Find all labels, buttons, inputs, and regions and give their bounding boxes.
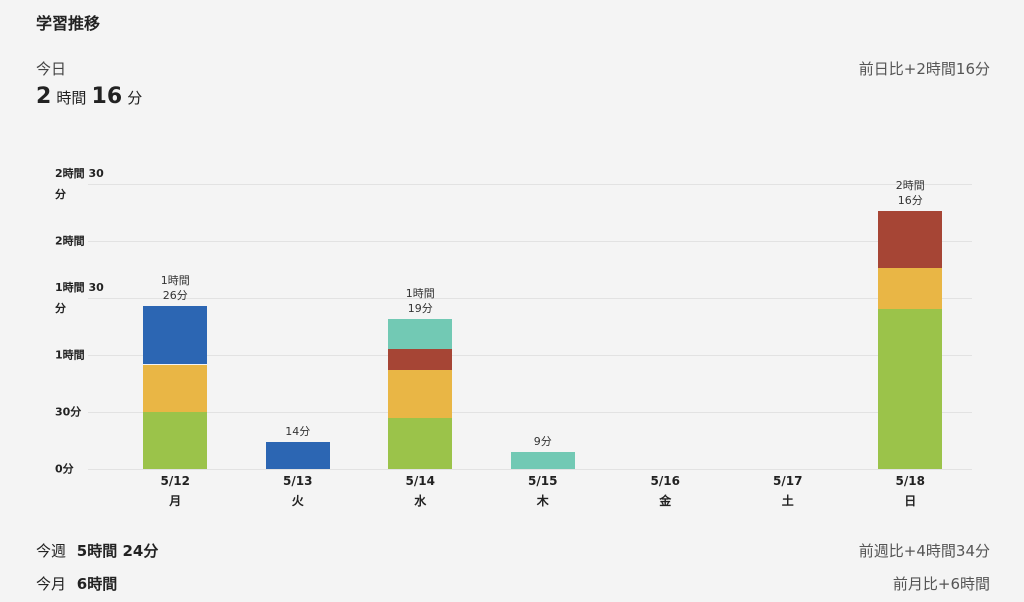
title: 学習推移 [36, 14, 101, 33]
total-label-line: 19分 [407, 301, 433, 315]
x-weekday-label: 木 [536, 494, 549, 508]
today-label: 今日 [36, 60, 67, 78]
today-value: 2 時間 16 分 [36, 84, 142, 109]
bar-segment [143, 305, 208, 365]
x-weekday-label: 月 [169, 494, 182, 508]
total-label: 1時間 26分 [135, 273, 215, 303]
x-tick-label: 5/18 [895, 474, 925, 488]
bar-segment [878, 210, 943, 268]
bar-segment [388, 318, 453, 350]
grid-line [88, 184, 972, 185]
y-tick-label: 1時間 [55, 348, 85, 362]
week-compare: 前週比+4時間34分 [858, 542, 990, 560]
week-value: 5時間 24分 [76, 542, 159, 560]
x-tick-label: 5/13 [283, 474, 313, 488]
total-label-line: 16分 [897, 193, 923, 207]
minutes: 16 [91, 84, 123, 109]
x-weekday-label: 水 [414, 494, 427, 508]
bar-segment [878, 267, 943, 310]
total-label: 1時間 19分 [380, 286, 460, 316]
y-tick-label: 30分 [55, 405, 82, 419]
total-label-line: 26分 [162, 288, 188, 302]
grid-line [88, 412, 972, 413]
y-tick-label: 2時間 [55, 234, 85, 248]
total-label-line: 1時間 [160, 273, 190, 287]
week-row: 今週 5時間 24分 [36, 540, 158, 561]
bar-segment [388, 417, 453, 469]
month-label: 今月 [36, 575, 67, 593]
grid-line [88, 298, 972, 299]
week-label: 今週 [36, 542, 67, 560]
total-label: 2時間 16分 [870, 178, 950, 208]
x-tick-label: 5/16 [650, 474, 680, 488]
x-tick-label: 5/17 [773, 474, 803, 488]
y-tick-label: 0分 [55, 462, 74, 476]
x-weekday-label: 金 [659, 494, 672, 508]
total-label: 14分 [258, 424, 338, 439]
grid-line [88, 469, 972, 470]
compare-day: 前日比+2時間16分 [858, 60, 990, 78]
x-weekday-label: 日 [904, 494, 917, 508]
grid-line [88, 241, 972, 242]
hours: 2 [36, 84, 52, 109]
total-label-line: 9分 [533, 434, 552, 448]
x-weekday-label: 火 [291, 494, 304, 508]
bar-segment [265, 442, 330, 469]
y-tick-label: 1時間 30分 [55, 281, 104, 315]
total-label-line: 14分 [285, 425, 311, 439]
x-tick-label: 5/12 [160, 474, 190, 488]
total-label-line: 1時間 [405, 286, 435, 300]
month-value: 6時間 [76, 575, 118, 593]
x-weekday-label: 土 [781, 494, 794, 508]
grid-line [88, 355, 972, 356]
month-compare: 前月比+6時間 [892, 575, 990, 593]
x-tick-label: 5/14 [405, 474, 435, 488]
hours-unit: 時間 [56, 89, 87, 107]
month-row: 今月 6時間 [36, 573, 117, 594]
bar-segment [143, 412, 208, 469]
total-label: 9分 [503, 434, 583, 449]
minutes-unit: 分 [127, 89, 143, 107]
bar-segment [143, 364, 208, 412]
bar-segment [510, 451, 575, 469]
bar-segment [388, 349, 453, 371]
y-tick-label: 2時間 30分 [55, 167, 104, 201]
bar-segment [388, 370, 453, 418]
bar-segment [878, 309, 943, 469]
x-tick-label: 5/15 [528, 474, 558, 488]
total-label-line: 2時間 [895, 178, 925, 192]
